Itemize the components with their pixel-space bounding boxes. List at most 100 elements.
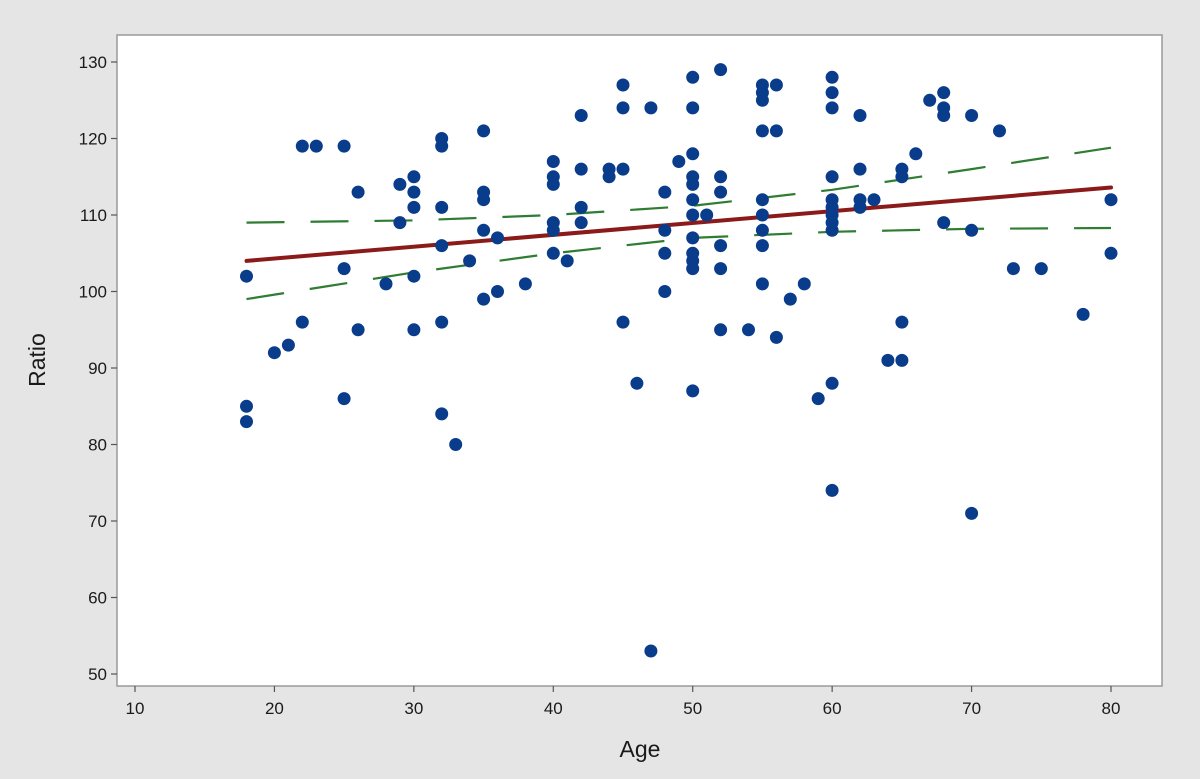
data-point	[700, 208, 714, 222]
data-point	[686, 147, 700, 161]
y-tick-label: 120	[79, 130, 107, 149]
data-point	[518, 277, 532, 291]
data-point	[755, 277, 769, 291]
data-point	[240, 269, 253, 283]
data-point	[644, 644, 658, 658]
y-axis-title: Ratio	[24, 333, 50, 387]
x-tick-label: 40	[544, 699, 563, 718]
x-tick-label: 60	[823, 699, 842, 718]
y-tick-label: 60	[88, 589, 107, 608]
data-point	[965, 109, 979, 122]
data-point	[895, 170, 909, 184]
data-point	[825, 70, 839, 84]
data-point	[881, 353, 895, 367]
data-point	[560, 254, 574, 268]
fit-line	[244, 185, 1113, 263]
data-point	[714, 185, 728, 199]
data-point	[463, 254, 477, 268]
data-point	[686, 384, 700, 398]
data-point	[407, 323, 421, 337]
data-point	[407, 269, 421, 283]
y-tick-label: 110	[80, 206, 107, 225]
data-point	[1104, 246, 1118, 260]
data-point	[686, 177, 700, 191]
data-point	[867, 193, 881, 207]
fit-line-layer	[244, 185, 1113, 263]
data-point	[965, 223, 979, 237]
data-point	[1104, 193, 1118, 207]
data-point	[714, 170, 728, 184]
data-point	[267, 346, 281, 360]
data-point	[295, 139, 309, 153]
data-point	[477, 193, 491, 207]
data-point	[769, 124, 783, 138]
data-point	[755, 223, 769, 237]
data-point	[825, 101, 839, 115]
data-point	[477, 292, 491, 306]
x-tick-label: 20	[265, 699, 284, 718]
x-tick-label: 70	[962, 699, 981, 718]
data-point	[393, 177, 407, 191]
data-point	[616, 315, 630, 329]
data-point	[295, 315, 309, 329]
data-point	[574, 200, 588, 214]
points-layer	[240, 63, 1118, 658]
data-point	[783, 292, 797, 306]
data-point	[337, 139, 351, 153]
data-point	[895, 315, 909, 329]
data-point	[825, 376, 839, 390]
data-point	[769, 78, 783, 92]
data-point	[811, 392, 825, 406]
data-point	[686, 231, 700, 245]
data-point	[449, 438, 463, 451]
data-point	[853, 109, 867, 122]
data-point	[686, 70, 700, 84]
data-point	[337, 392, 351, 406]
data-point	[686, 208, 700, 222]
data-point	[714, 262, 728, 276]
data-point	[602, 170, 616, 184]
data-point	[714, 239, 728, 253]
data-point	[435, 139, 449, 153]
data-point	[769, 330, 783, 344]
data-point	[993, 124, 1006, 138]
y-tick-label: 80	[88, 436, 107, 455]
x-tick-label: 10	[126, 699, 145, 718]
data-point	[658, 223, 672, 237]
data-point	[686, 193, 700, 207]
data-point	[281, 338, 295, 352]
data-point	[435, 407, 449, 421]
data-point	[923, 93, 937, 107]
data-point	[379, 277, 393, 291]
data-point	[1006, 262, 1020, 276]
data-point	[909, 147, 923, 161]
y-tick-label: 90	[88, 359, 107, 378]
data-point	[825, 170, 839, 184]
data-point	[686, 262, 700, 276]
data-point	[714, 323, 728, 337]
plot-area	[116, 34, 1163, 687]
data-point	[574, 109, 588, 122]
data-point	[853, 200, 867, 214]
data-point	[937, 86, 951, 100]
axes-layer: 10 20 30 40 50 60 70 80 50 60 70 80 90 100 110 120 130	[79, 53, 1121, 718]
data-point	[825, 483, 839, 497]
data-point	[672, 155, 686, 168]
data-point	[491, 231, 504, 245]
x-tick-label: 30	[404, 699, 423, 718]
data-point	[644, 101, 658, 115]
data-point	[853, 162, 867, 176]
data-point	[240, 399, 253, 413]
data-point	[574, 216, 588, 230]
data-point	[755, 124, 769, 138]
data-point	[477, 124, 491, 138]
data-point	[755, 193, 769, 207]
data-point	[546, 246, 560, 260]
data-point	[630, 376, 644, 390]
data-point	[658, 185, 672, 199]
y-tick-label: 100	[79, 283, 107, 302]
data-point	[1076, 307, 1090, 321]
data-point	[309, 139, 323, 153]
data-point	[337, 262, 351, 276]
